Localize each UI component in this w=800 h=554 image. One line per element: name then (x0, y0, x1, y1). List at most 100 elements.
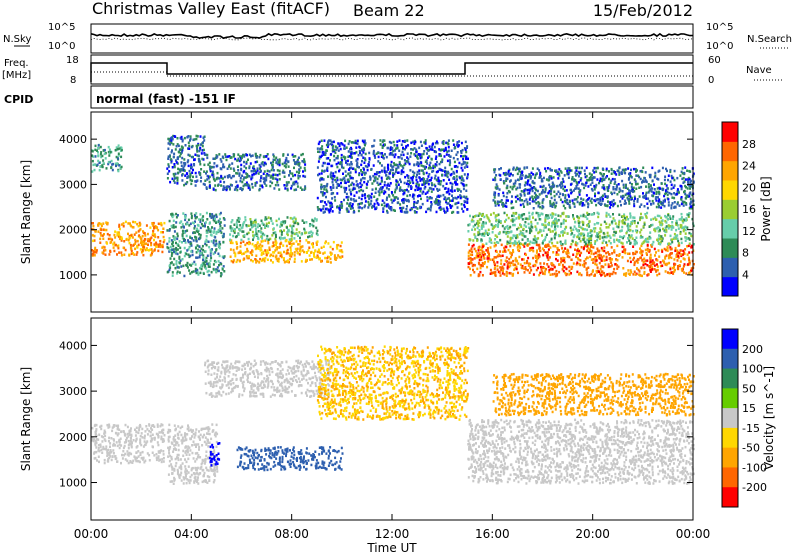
power-cell (603, 235, 606, 239)
power-cell (139, 236, 142, 239)
power-cell (673, 236, 676, 239)
power-cell (196, 268, 199, 272)
power-cell (457, 201, 460, 204)
power-cell (111, 238, 114, 241)
power-cell (385, 203, 388, 206)
power-cell (425, 210, 428, 214)
power-cell (297, 163, 300, 166)
power-cell (292, 183, 295, 186)
power-cell (570, 258, 573, 261)
power-cell (173, 163, 176, 166)
power-cell (388, 195, 391, 198)
power-cell (286, 231, 289, 234)
power-cell (147, 249, 150, 252)
power-cell (465, 157, 467, 160)
power-cell (247, 186, 250, 190)
power-cell (635, 240, 638, 243)
power-cell (527, 222, 530, 226)
power-cell (305, 221, 308, 224)
power-cell (576, 200, 579, 204)
power-cell (190, 244, 193, 247)
power-cell (208, 274, 211, 277)
power-cell (651, 259, 654, 262)
power-cell (173, 135, 176, 138)
power-cell (638, 270, 641, 273)
power-cell (335, 245, 338, 249)
power-cell (339, 204, 342, 207)
power-cell (510, 252, 513, 255)
power-cell (413, 204, 415, 207)
power-cell (586, 273, 589, 277)
power-cell (99, 153, 102, 156)
power-cell (93, 239, 96, 242)
power-cell (664, 230, 667, 234)
power-cell (392, 199, 395, 202)
power-cell (643, 272, 646, 275)
power-cell (317, 160, 320, 163)
power-cell (92, 239, 95, 243)
power-cell (474, 249, 477, 253)
power-cell (467, 257, 470, 260)
power-cell (202, 224, 205, 228)
power-cell (460, 150, 462, 153)
power-cell (624, 199, 627, 202)
power-cell (107, 237, 110, 241)
power-cell (241, 230, 244, 233)
power-cell (292, 181, 295, 185)
power-cell (682, 226, 685, 229)
power-cell (178, 261, 181, 265)
power-cell (318, 157, 321, 160)
power-cell (172, 224, 175, 227)
power-cell (432, 164, 435, 168)
power-cell (665, 221, 668, 224)
power-cell (420, 164, 423, 167)
power-cell (606, 244, 609, 247)
power-cell (343, 147, 346, 150)
power-cell (128, 234, 131, 238)
power-cell (228, 163, 231, 167)
power-cell (503, 263, 506, 266)
power-cell (554, 232, 557, 236)
power-cell (229, 188, 231, 191)
power-cell (265, 162, 267, 166)
power-cell (310, 230, 313, 233)
power-cell (416, 173, 418, 177)
power-cell (177, 244, 180, 247)
power-cell (372, 174, 375, 178)
power-cell (561, 247, 564, 250)
power-cell (385, 198, 388, 201)
power-cell (486, 250, 489, 254)
power-cell (399, 178, 402, 181)
power-cell (402, 200, 405, 204)
power-cell (188, 144, 191, 148)
power-cell (561, 243, 564, 246)
power-cell (385, 170, 388, 173)
power-cell (477, 231, 480, 234)
power-cell (579, 254, 581, 257)
power-cell (629, 269, 632, 272)
power-cell (510, 261, 513, 264)
power-cell (640, 250, 643, 253)
power-cell (394, 190, 396, 194)
power-cell (157, 245, 160, 248)
power-cell (371, 206, 373, 209)
power-cell (233, 153, 236, 156)
power-cell (184, 218, 187, 222)
power-cell (415, 211, 418, 214)
power-cell (198, 149, 201, 153)
power-cell (192, 239, 195, 242)
power-cell (242, 184, 245, 188)
power-cell (349, 191, 352, 194)
power-cell (684, 239, 687, 242)
power-cell (581, 227, 584, 231)
power-cell (117, 144, 120, 147)
power-cell (340, 206, 343, 209)
power-cell (413, 171, 416, 175)
power-cell (350, 147, 353, 151)
power-cell (287, 260, 290, 264)
power-cell (120, 251, 123, 254)
power-cell (627, 218, 630, 221)
power-cell (205, 235, 208, 238)
power-cell (519, 224, 522, 227)
power-cell (493, 170, 496, 174)
